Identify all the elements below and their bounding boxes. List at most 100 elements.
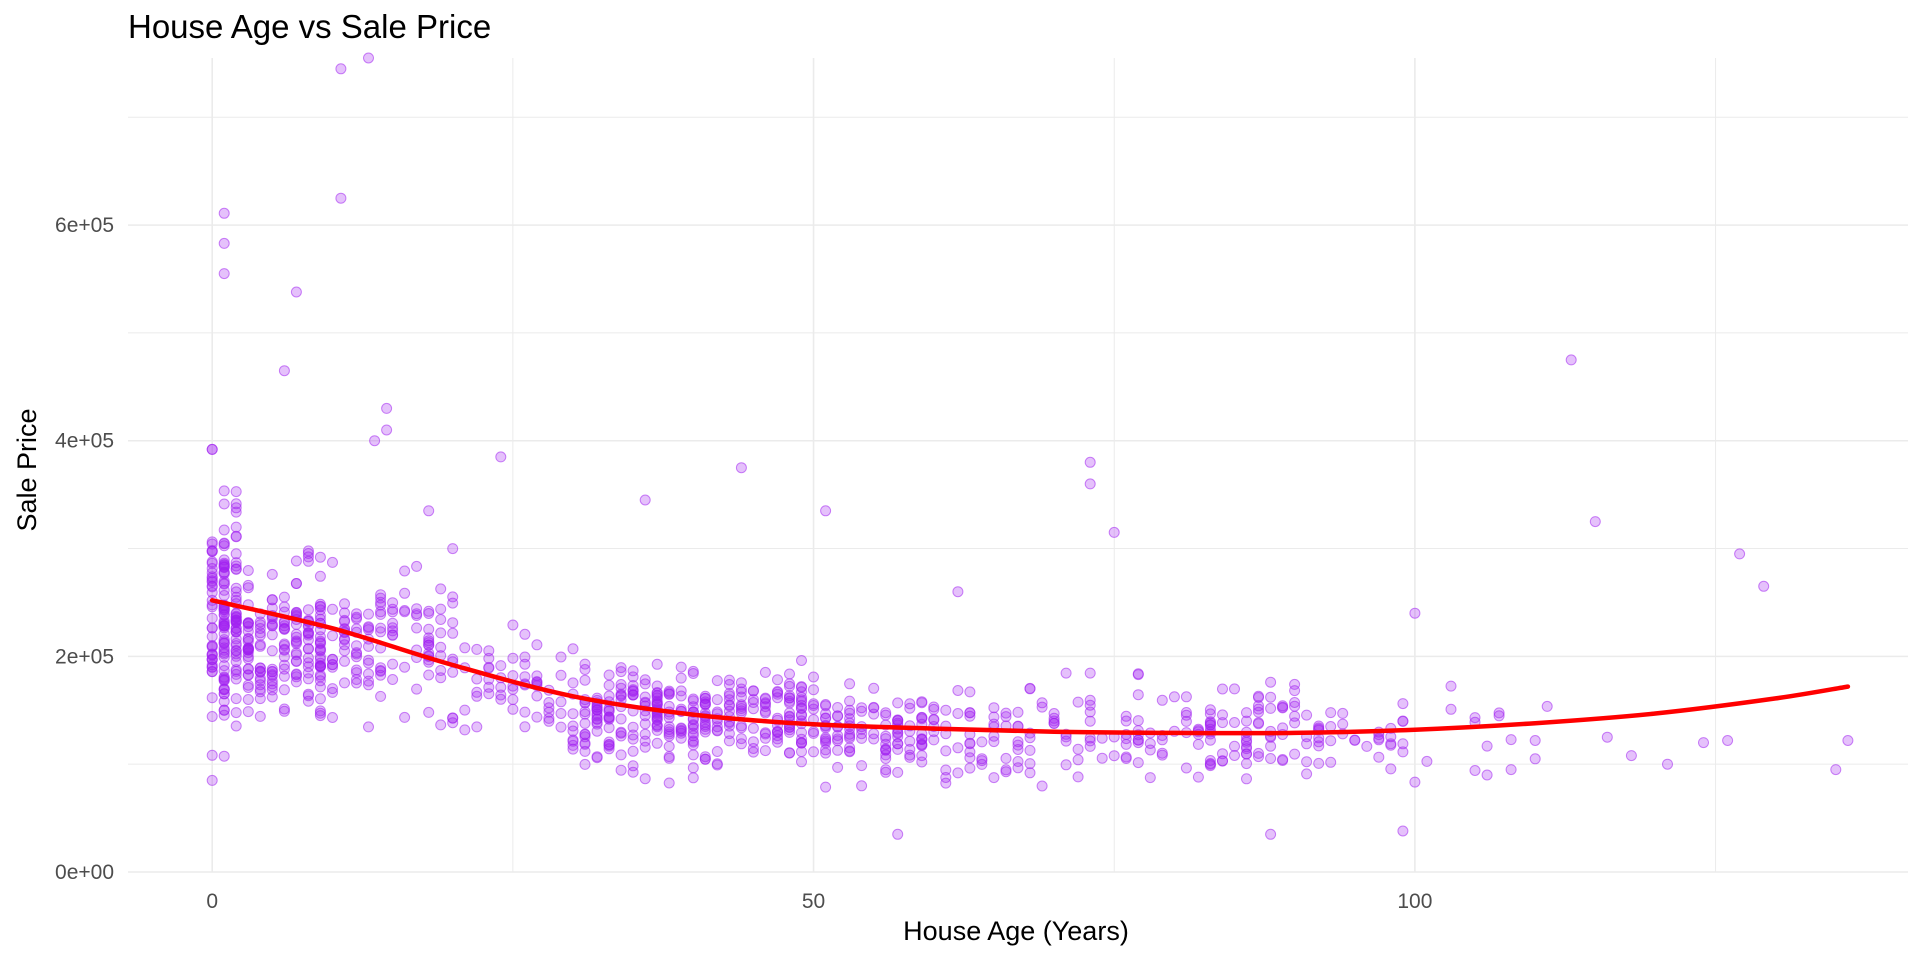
data-point bbox=[1180, 715, 1192, 727]
data-point bbox=[820, 747, 832, 759]
data-point bbox=[1036, 697, 1048, 709]
data-point bbox=[1096, 752, 1108, 764]
data-point bbox=[435, 719, 447, 731]
data-point bbox=[290, 669, 302, 681]
data-point bbox=[856, 702, 868, 714]
data-point bbox=[435, 641, 447, 653]
data-point bbox=[615, 726, 627, 738]
data-point bbox=[206, 749, 218, 761]
data-point bbox=[555, 721, 567, 733]
data-point bbox=[880, 738, 892, 750]
data-point bbox=[1024, 767, 1036, 779]
data-point bbox=[218, 268, 230, 280]
data-point bbox=[1180, 707, 1192, 718]
data-point bbox=[483, 661, 495, 673]
data-point bbox=[1662, 758, 1673, 770]
data-point bbox=[988, 711, 1000, 723]
data-point bbox=[868, 733, 880, 745]
data-point bbox=[964, 710, 976, 722]
data-point bbox=[1722, 735, 1734, 746]
data-point bbox=[387, 658, 399, 670]
data-point bbox=[1469, 765, 1481, 776]
data-point bbox=[687, 762, 699, 774]
data-point bbox=[651, 737, 663, 749]
data-point bbox=[952, 767, 964, 779]
data-point bbox=[940, 745, 952, 757]
data-point bbox=[435, 672, 447, 684]
data-point bbox=[1204, 708, 1216, 720]
data-point bbox=[218, 609, 230, 621]
data-point bbox=[218, 620, 230, 632]
data-point bbox=[1301, 768, 1313, 780]
data-point bbox=[832, 735, 844, 747]
data-point bbox=[495, 689, 507, 701]
data-point bbox=[435, 603, 447, 615]
data-point bbox=[254, 710, 266, 722]
data-point bbox=[375, 626, 387, 638]
data-point bbox=[290, 655, 302, 667]
data-point bbox=[242, 669, 254, 681]
data-point bbox=[735, 462, 747, 474]
data-point bbox=[1313, 720, 1325, 732]
y-tick-label: 4e+05 bbox=[55, 430, 114, 453]
data-point bbox=[868, 702, 880, 714]
data-point bbox=[964, 686, 976, 698]
data-point bbox=[699, 751, 711, 763]
data-point bbox=[1204, 704, 1216, 716]
data-point bbox=[711, 721, 723, 733]
data-point bbox=[567, 677, 579, 689]
data-point bbox=[928, 701, 940, 713]
x-tick-labels: 0 50 100 bbox=[206, 890, 1432, 913]
x-axis-title: House Age (Years) bbox=[903, 916, 1129, 946]
data-point bbox=[1084, 740, 1096, 752]
data-point bbox=[206, 774, 218, 786]
data-point bbox=[1060, 667, 1072, 679]
data-point bbox=[543, 715, 555, 727]
data-point bbox=[1601, 731, 1613, 743]
data-point bbox=[772, 733, 783, 745]
data-point bbox=[1072, 743, 1084, 755]
data-point bbox=[447, 627, 459, 639]
data-point bbox=[784, 690, 795, 702]
data-point bbox=[1493, 707, 1505, 719]
data-point bbox=[1337, 707, 1349, 719]
data-point bbox=[1325, 707, 1337, 719]
data-point bbox=[375, 690, 387, 702]
data-point bbox=[651, 714, 663, 726]
data-point bbox=[627, 760, 639, 772]
data-point bbox=[639, 735, 651, 747]
data-point bbox=[278, 591, 290, 603]
data-point bbox=[278, 620, 290, 632]
data-point bbox=[880, 753, 892, 764]
data-point bbox=[880, 766, 892, 778]
data-point bbox=[687, 727, 699, 739]
data-point bbox=[1060, 735, 1072, 747]
data-point bbox=[230, 560, 242, 572]
data-point bbox=[230, 693, 242, 705]
data-point bbox=[940, 777, 952, 789]
data-point bbox=[1529, 753, 1541, 765]
data-point bbox=[856, 780, 868, 792]
data-point bbox=[290, 578, 302, 589]
data-point bbox=[423, 706, 435, 718]
data-point bbox=[832, 744, 844, 756]
data-point bbox=[759, 705, 771, 717]
data-point bbox=[988, 730, 1000, 742]
data-point bbox=[483, 688, 495, 700]
data-point bbox=[218, 237, 230, 249]
data-point bbox=[206, 692, 218, 704]
data-point bbox=[1289, 748, 1301, 760]
data-point bbox=[1241, 735, 1252, 746]
data-point bbox=[363, 52, 374, 64]
data-point bbox=[327, 661, 338, 673]
data-point bbox=[567, 743, 579, 755]
data-point bbox=[820, 699, 832, 710]
data-point bbox=[363, 621, 374, 633]
data-point bbox=[1313, 740, 1325, 752]
data-point bbox=[735, 720, 747, 732]
data-point bbox=[820, 733, 832, 745]
data-point bbox=[796, 681, 807, 693]
data-point bbox=[1120, 751, 1132, 763]
data-point bbox=[808, 727, 819, 739]
data-point bbox=[206, 443, 218, 455]
